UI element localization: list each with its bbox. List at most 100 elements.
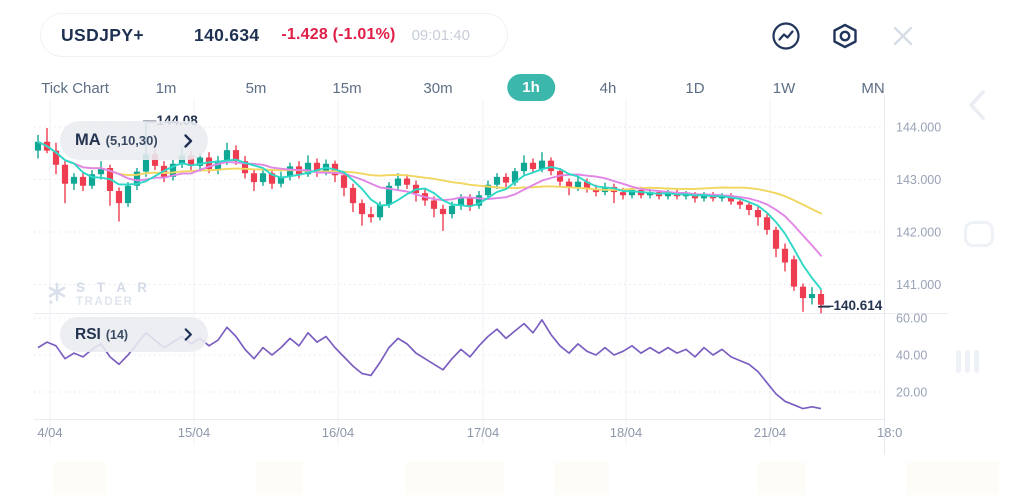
- star-trader-watermark: S T A R TRADER: [46, 280, 151, 308]
- candle-body: [511, 171, 519, 183]
- tab-1m[interactable]: 1m: [155, 80, 177, 97]
- gridlines: [34, 95, 948, 455]
- candle-body: [376, 204, 384, 218]
- current-price: 140.634: [194, 24, 260, 45]
- close-icon[interactable]: [888, 21, 918, 51]
- ma30-line: [37, 140, 822, 215]
- candle-body: [403, 178, 411, 185]
- svg-text:143.000: 143.000: [896, 173, 941, 187]
- svg-text:60.00: 60.00: [896, 312, 927, 326]
- bottom-placeholder: [555, 462, 609, 495]
- candle-body: [502, 176, 510, 183]
- candle-body: [358, 203, 366, 215]
- candle-body: [367, 214, 375, 218]
- chevron-right-icon: [184, 133, 193, 148]
- chevron-right-icon: [184, 328, 192, 341]
- bottom-placeholder: [757, 462, 805, 495]
- tab-1h-selected[interactable]: 1h: [507, 74, 555, 101]
- candle-body: [574, 181, 582, 188]
- candle-body: [223, 150, 231, 161]
- candle-body: [340, 175, 348, 188]
- candle-body: [736, 201, 744, 205]
- ma5-line: [37, 140, 822, 291]
- svg-text:142.000: 142.000: [896, 226, 941, 240]
- tab-5m[interactable]: 5m: [245, 80, 267, 97]
- tab-1w[interactable]: 1W: [772, 80, 796, 97]
- svg-text:17/04: 17/04: [467, 425, 500, 440]
- tab-1d[interactable]: 1D: [685, 80, 705, 97]
- svg-text:144.000: 144.000: [896, 121, 941, 135]
- tab-4h[interactable]: 4h: [599, 80, 617, 97]
- candle-body: [745, 204, 753, 210]
- svg-text:20.00: 20.00: [896, 386, 927, 400]
- watermark-line1: S T A R: [76, 280, 151, 295]
- svg-text:4/04: 4/04: [37, 425, 62, 440]
- svg-text:15/04: 15/04: [178, 425, 211, 440]
- price-change: -1.428 (-1.01%): [281, 26, 396, 43]
- candle-body: [808, 293, 816, 299]
- ma-indicator-pill[interactable]: MA (5,10,30): [60, 121, 208, 160]
- svg-text:141.000: 141.000: [896, 278, 941, 292]
- candle-body: [34, 141, 42, 151]
- snowflake-logo-icon: [48, 282, 66, 304]
- candle-body: [529, 162, 537, 169]
- candle-body: [520, 162, 528, 172]
- bottom-placeholder: [53, 462, 106, 495]
- collapse-panel-chevron-icon[interactable]: [964, 88, 990, 122]
- candle-body: [250, 173, 258, 183]
- svg-text:40.00: 40.00: [896, 349, 927, 363]
- symbol-name: USDJPY+: [61, 24, 145, 45]
- candle-body: [286, 166, 294, 177]
- candle-body: [538, 160, 546, 169]
- settings-icon[interactable]: [830, 21, 860, 51]
- tab-15m[interactable]: 15m: [332, 80, 362, 97]
- candle-body: [565, 181, 573, 188]
- candle-body: [781, 248, 789, 263]
- candle-body: [763, 217, 771, 230]
- candle-body: [772, 229, 780, 249]
- svg-text:18/04: 18/04: [610, 425, 643, 440]
- candle-body: [448, 205, 456, 215]
- drawing-tool-icon[interactable]: [964, 221, 994, 247]
- candle-body: [349, 187, 357, 204]
- quote-pill: USDJPY+ 140.634 -1.428 (-1.01%) 09:01:40: [40, 13, 508, 57]
- candle-body: [115, 191, 123, 204]
- candle-body: [493, 176, 501, 185]
- candle-body: [394, 178, 402, 186]
- quote-time: 09:01:40: [411, 26, 470, 44]
- candle-body: [70, 176, 78, 184]
- tab-mn[interactable]: MN: [861, 80, 885, 97]
- drag-handle-icon[interactable]: [956, 350, 979, 373]
- candle-body: [547, 160, 555, 172]
- rsi-indicator-pill[interactable]: RSI (14): [60, 317, 208, 352]
- rsi-label: RSI: [75, 325, 101, 343]
- tab-30m[interactable]: 30m: [423, 80, 453, 97]
- ma-label: MA: [75, 131, 101, 149]
- candle-body: [754, 209, 762, 218]
- candle-body: [124, 185, 132, 204]
- bottom-placeholder: [907, 462, 999, 495]
- candle-body: [61, 164, 69, 184]
- watermark-line2: TRADER: [76, 296, 134, 308]
- svg-text:16/04: 16/04: [322, 425, 355, 440]
- candle-body: [385, 185, 393, 205]
- bottom-placeholder: [405, 462, 504, 495]
- candle-body: [232, 150, 240, 162]
- candle-body: [79, 176, 87, 186]
- tab-tick-chart[interactable]: Tick Chart: [41, 80, 109, 97]
- last-price-annotation: —140.614: [820, 298, 883, 313]
- svg-text:21/04: 21/04: [754, 425, 787, 440]
- ma-params: (5,10,30): [105, 133, 158, 148]
- axis-labels: 144.000 143.000 142.000 141.000 60.00 40.00 20…: [37, 121, 941, 441]
- candle-body: [790, 259, 798, 287]
- rsi-params: (14): [105, 327, 129, 342]
- candle-body: [799, 286, 807, 299]
- indicators-icon[interactable]: [771, 21, 801, 51]
- candle-body: [430, 200, 438, 209]
- candle-body: [817, 293, 825, 305]
- svg-text:18:0: 18:0: [877, 425, 902, 440]
- candle-body: [439, 208, 447, 215]
- candle-body: [457, 197, 465, 206]
